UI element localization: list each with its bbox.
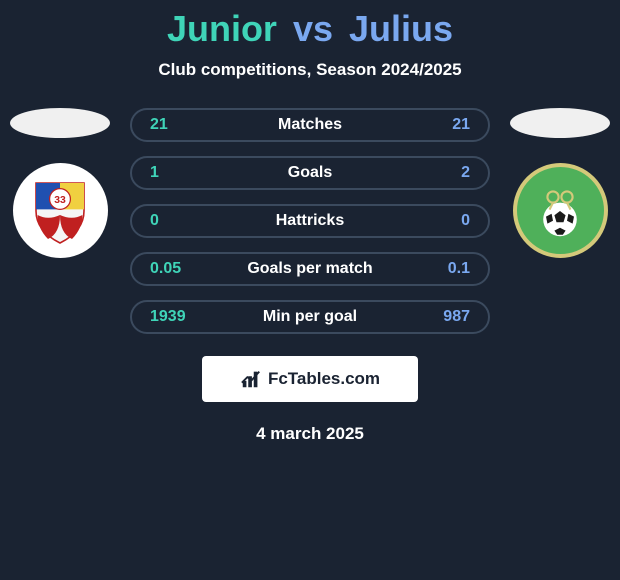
stat-label: Hattricks	[200, 212, 420, 230]
right-side	[510, 108, 610, 258]
stat-right-value: 2	[420, 164, 470, 182]
player1-name: Junior	[167, 8, 277, 49]
stat-row: 1939Min per goal987	[130, 300, 490, 334]
player2-club-logo	[513, 163, 608, 258]
stat-right-value: 0	[420, 212, 470, 230]
stat-left-value: 0.05	[150, 260, 200, 278]
stat-label: Matches	[200, 116, 420, 134]
stat-label: Goals	[200, 164, 420, 182]
left-side: 33	[10, 108, 110, 258]
stat-row: 21Matches21	[130, 108, 490, 142]
stat-left-value: 0	[150, 212, 200, 230]
player2-name: Julius	[349, 8, 453, 49]
fctables-badge: FcTables.com	[202, 356, 418, 402]
subtitle: Club competitions, Season 2024/2025	[0, 60, 620, 80]
vs-text: vs	[293, 8, 333, 49]
shield-icon: 33	[20, 171, 100, 251]
comparison-date: 4 march 2025	[0, 424, 620, 444]
ball-icon	[525, 176, 595, 246]
stats-table: 21Matches211Goals20Hattricks00.05Goals p…	[130, 108, 490, 334]
player1-flag-oval	[10, 108, 110, 138]
player1-club-logo: 33	[13, 163, 108, 258]
svg-text:33: 33	[54, 195, 66, 206]
stat-left-value: 1939	[150, 308, 200, 326]
stat-row: 0.05Goals per match0.1	[130, 252, 490, 286]
comparison-title: Junior vs Julius	[0, 8, 620, 50]
stat-left-value: 1	[150, 164, 200, 182]
stat-label: Min per goal	[200, 308, 420, 326]
stat-left-value: 21	[150, 116, 200, 134]
bar-chart-icon	[240, 368, 262, 390]
stat-label: Goals per match	[200, 260, 420, 278]
stat-row: 1Goals2	[130, 156, 490, 190]
stat-right-value: 21	[420, 116, 470, 134]
stat-row: 0Hattricks0	[130, 204, 490, 238]
stat-right-value: 0.1	[420, 260, 470, 278]
stat-right-value: 987	[420, 308, 470, 326]
player2-flag-oval	[510, 108, 610, 138]
fctables-label: FcTables.com	[268, 369, 380, 389]
